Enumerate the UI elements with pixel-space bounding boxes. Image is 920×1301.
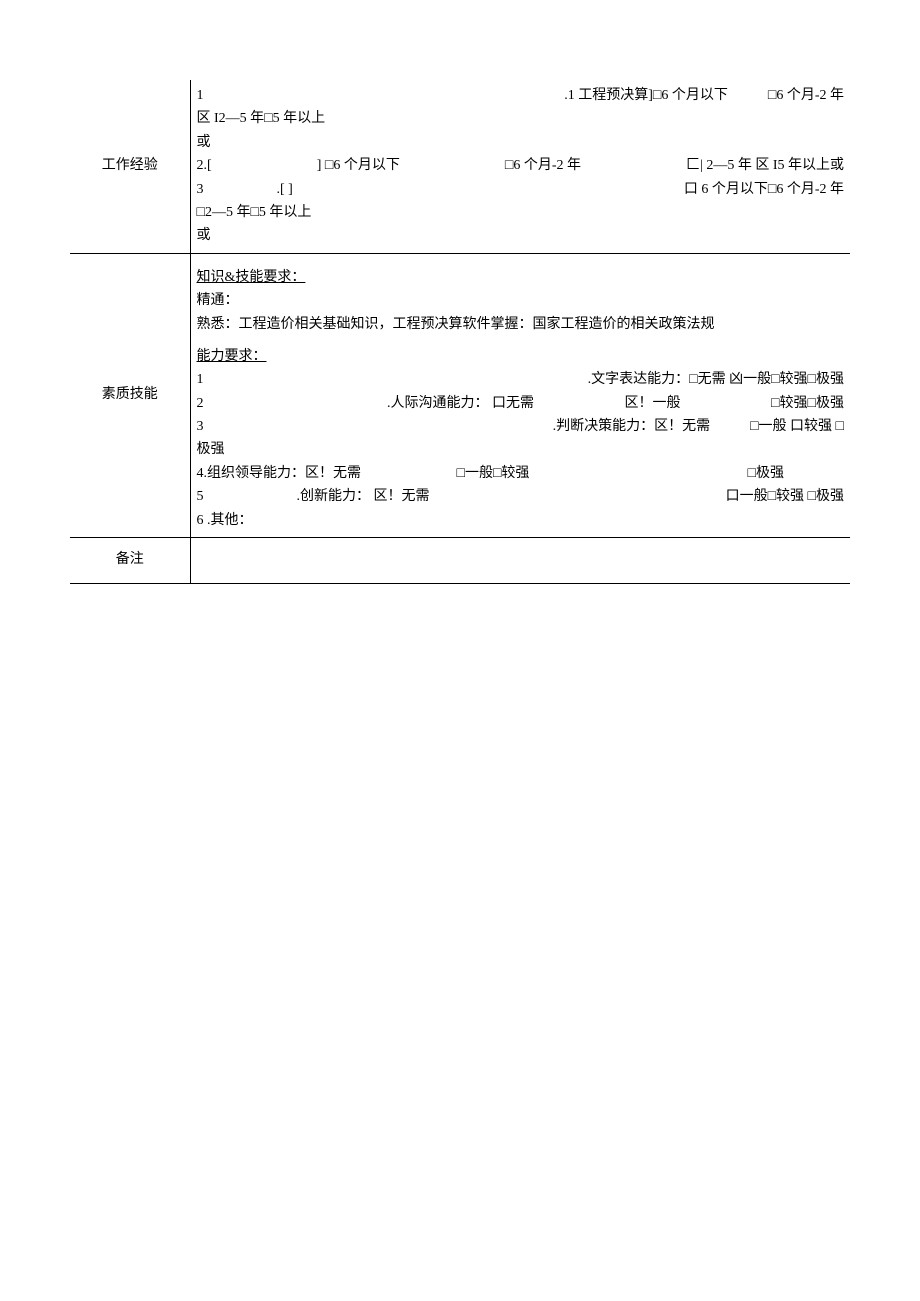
text: .1 工程预决算]□6 个月以下 xyxy=(564,85,728,107)
text: .文字表达能力：□无需 凶一般□较强□极强 xyxy=(588,369,844,391)
remarks-label: 备注 xyxy=(70,538,190,584)
text: ] □6 个月以下 xyxy=(317,155,400,177)
text: 4.组织领导能力：区！无需 xyxy=(197,463,457,485)
text: 3 xyxy=(197,416,553,438)
remarks-content xyxy=(190,538,850,584)
work-experience-content: 1 .1 工程预决算]□6 个月以下 □6 个月-2 年 区 I2—5 年□5 … xyxy=(190,80,850,253)
text: □一般□较强 xyxy=(457,463,748,485)
proficient-text: 精通： xyxy=(197,290,845,312)
text: □一般 口较强 □ xyxy=(750,416,844,438)
text: □极强 xyxy=(748,463,784,485)
text: 6 .其他： xyxy=(197,513,253,528)
text: 5 xyxy=(197,486,297,508)
text: 1 xyxy=(197,85,565,107)
text: 3 xyxy=(197,179,277,201)
familiar-text: 熟悉：工程造价相关基础知识，工程预决算软件掌握：国家工程造价的相关政策法规 xyxy=(197,314,845,336)
text: .人际沟通能力： 口无需 xyxy=(387,393,534,415)
text: 2.[ xyxy=(197,155,212,177)
text: .[ ] xyxy=(277,179,684,201)
text: .创新能力： 区！无需 xyxy=(297,486,726,508)
remarks-row: 备注 xyxy=(70,538,850,584)
work-experience-row: 工作经验 1 .1 工程预决算]□6 个月以下 □6 个月-2 年 区 I2—5… xyxy=(70,80,850,253)
document-table: 工作经验 1 .1 工程预决算]□6 个月以下 □6 个月-2 年 区 I2—5… xyxy=(70,80,850,584)
text: 1 xyxy=(197,369,588,391)
skills-row: 素质技能 知识&技能要求： 精通： 熟悉：工程造价相关基础知识，工程预决算软件掌… xyxy=(70,253,850,537)
text: 或 xyxy=(197,228,211,243)
text: 口 6 个月以下□6 个月-2 年 xyxy=(684,179,844,201)
text: 匚| 2—5 年 区 I5 年以上或 xyxy=(686,155,844,177)
text: □2—5 年□5 年以上 xyxy=(197,205,312,220)
text: □6 个月-2 年 xyxy=(768,85,844,107)
knowledge-header: 知识&技能要求： xyxy=(197,270,306,285)
text: 区！一般 xyxy=(625,393,681,415)
work-experience-label: 工作经验 xyxy=(70,80,190,253)
text: 区 I2—5 年□5 年以上 xyxy=(197,111,326,126)
skills-label: 素质技能 xyxy=(70,253,190,537)
text: 或 xyxy=(197,135,211,150)
ability-header: 能力要求： xyxy=(197,349,267,364)
text: 极强 xyxy=(197,442,225,457)
text: 口一般□较强 □极强 xyxy=(726,486,844,508)
text: □6 个月-2 年 xyxy=(505,155,581,177)
text: .判断决策能力：区！无需 xyxy=(553,416,711,438)
text: □较强□极强 xyxy=(771,393,844,415)
skills-content: 知识&技能要求： 精通： 熟悉：工程造价相关基础知识，工程预决算软件掌握：国家工… xyxy=(190,253,850,537)
text: 2 xyxy=(197,393,327,415)
